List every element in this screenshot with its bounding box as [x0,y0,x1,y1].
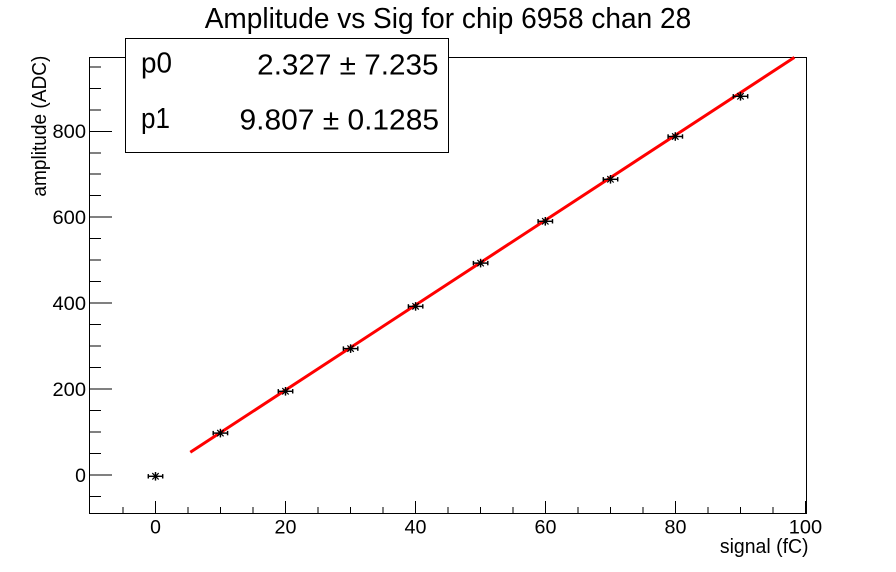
svg-text:20: 20 [275,516,297,538]
svg-text:100: 100 [789,516,823,538]
svg-text:400: 400 [53,293,87,315]
svg-text:200: 200 [53,379,87,401]
svg-text:600: 600 [53,207,87,229]
svg-text:0: 0 [150,516,161,538]
svg-text:40: 40 [405,516,427,538]
svg-text:0: 0 [75,465,86,487]
svg-text:9.807 ± 0.1285: 9.807 ± 0.1285 [240,104,440,136]
svg-text:80: 80 [665,516,687,538]
svg-text:Amplitude vs Sig for chip 6958: Amplitude vs Sig for chip 6958 chan 28 [205,3,692,35]
svg-text:60: 60 [535,516,557,538]
svg-text:amplitude (ADC): amplitude (ADC) [29,56,51,197]
svg-text:p0: p0 [141,47,172,79]
svg-text:2.327 ± 7.235: 2.327 ± 7.235 [257,49,438,81]
svg-text:p1: p1 [141,102,170,134]
svg-text:800: 800 [53,121,87,143]
svg-text:signal (fC): signal (fC) [720,536,809,558]
